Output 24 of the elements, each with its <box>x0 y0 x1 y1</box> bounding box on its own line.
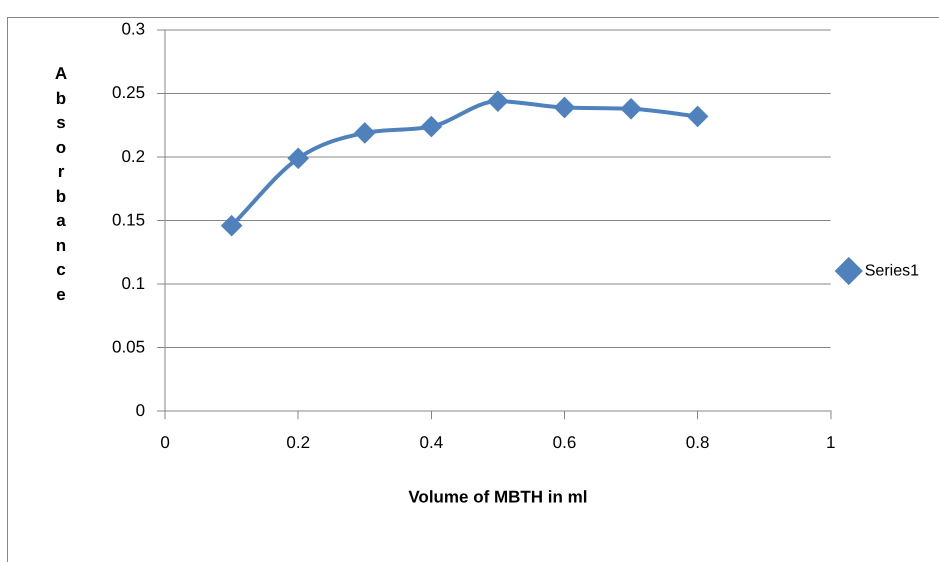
x-tick-label: 1 <box>826 433 836 452</box>
x-tick-label: 0.2 <box>286 433 310 452</box>
x-axis-title: Volume of MBTH in ml <box>408 487 588 506</box>
y-tick-label: 0.05 <box>112 337 146 356</box>
y-tick-label: 0.1 <box>121 274 146 293</box>
point <box>621 98 642 119</box>
x-tick-label: 0.4 <box>420 433 444 452</box>
y-tick-label: 0.3 <box>121 20 146 39</box>
y-tick-label: 0.25 <box>112 83 146 102</box>
point <box>554 98 574 118</box>
y-tick-label: 0 <box>136 400 146 420</box>
x-tick-label: 0.8 <box>686 433 710 452</box>
legend-label: Series1 <box>864 262 920 280</box>
point <box>354 122 375 143</box>
x-tick-label: 0.6 <box>552 433 576 452</box>
y-tick-label: 0.15 <box>112 210 146 230</box>
x-tick-label: 0 <box>160 433 170 452</box>
y-tick-label: 0.2 <box>121 146 146 166</box>
point <box>421 116 442 137</box>
point <box>688 106 708 126</box>
point <box>488 91 508 112</box>
text: Absorbance <box>54 64 68 304</box>
point <box>222 216 242 236</box>
point <box>288 148 308 168</box>
